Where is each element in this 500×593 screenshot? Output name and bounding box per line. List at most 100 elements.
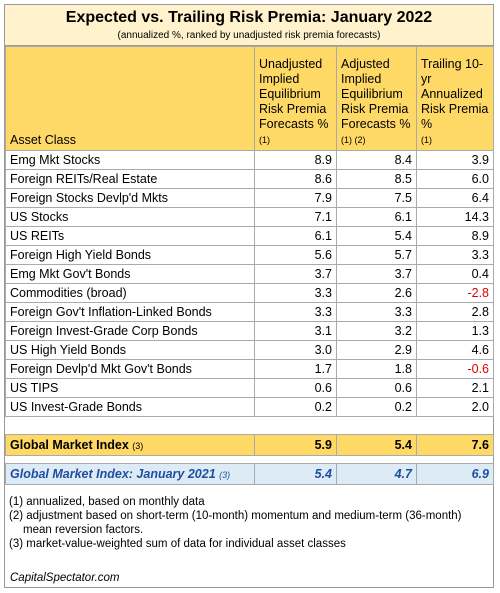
asset-name: Emg Mkt Stocks — [5, 150, 255, 170]
footnote: (3) market-value-weighted sum of data fo… — [9, 538, 346, 550]
header: Expected vs. Trailing Risk Premia: Janua… — [5, 5, 493, 46]
data-row: Foreign High Yield Bonds 5.6 5.7 3.3 — [5, 245, 494, 265]
value-cell: 6.0 — [416, 169, 494, 189]
data-row: US High Yield Bonds 3.0 2.9 4.6 — [5, 340, 494, 360]
asset-name: Emg Mkt Gov't Bonds — [5, 264, 255, 284]
value-cell: 2.8 — [416, 302, 494, 322]
value-cell: 7.1 — [254, 207, 337, 227]
value-cell: 7.5 — [336, 188, 417, 208]
spacer — [5, 416, 494, 435]
value-cell: 6.1 — [254, 226, 337, 246]
asset-name: US High Yield Bonds — [5, 340, 255, 360]
data-row: Foreign Devlp'd Mkt Gov't Bonds 1.7 1.8 -0.… — [5, 359, 494, 379]
header-text: Asset Class — [10, 133, 76, 147]
prior-row: Global Market Index: January 2021 (3) 5.4… — [5, 463, 494, 485]
value-cell: 5.4 — [336, 226, 417, 246]
header-cell: Trailing 10-yr Annualized Risk Premia % (… — [416, 46, 494, 151]
spacer-row — [5, 455, 494, 464]
asset-name: Foreign High Yield Bonds — [5, 245, 255, 265]
value-cell: 6.1 — [336, 207, 417, 227]
value-cell: 3.0 — [254, 340, 337, 360]
note: (3) — [132, 441, 144, 451]
footnotes: (1) annualized, based on monthly data (2)… — [5, 485, 493, 551]
asset-name: Commodities (broad) — [5, 283, 255, 303]
data-row: US Invest-Grade Bonds 0.2 0.2 2.0 — [5, 397, 494, 417]
title: Expected vs. Trailing Risk Premia: Janua… — [65, 9, 433, 26]
value-cell: 5.4 — [254, 463, 337, 485]
label: Global Market Index: January 2021 — [10, 467, 216, 481]
value-cell: 8.9 — [416, 226, 494, 246]
header-cell: Asset Class — [5, 46, 255, 151]
header-note: (1) (2) — [341, 135, 366, 145]
total-label: Global Market Index (3) — [5, 434, 255, 456]
asset-name: US REITs — [5, 226, 255, 246]
value-cell: 3.1 — [254, 321, 337, 341]
value-cell: 2.9 — [336, 340, 417, 360]
value-cell: 2.6 — [336, 283, 417, 303]
value-cell: 6.9 — [416, 463, 494, 485]
data-row: Commodities (broad) 3.3 2.6 -2.8 — [5, 283, 494, 303]
value-cell: 3.3 — [254, 302, 337, 322]
data-row: Foreign Gov't Inflation-Linked Bonds 3.3 3… — [5, 302, 494, 322]
data-row: US REITs 6.1 5.4 8.9 — [5, 226, 494, 246]
value-cell: 3.3 — [336, 302, 417, 322]
asset-name: Foreign REITs/Real Estate — [5, 169, 255, 189]
prior-label: Global Market Index: January 2021 (3) — [5, 463, 255, 485]
source: CapitalSpectator.com — [10, 572, 120, 584]
note: (3) — [219, 470, 231, 480]
value-cell: 1.3 — [416, 321, 494, 341]
value-cell: -0.6 — [416, 359, 494, 379]
label: Global Market Index — [10, 438, 129, 452]
header-note: (1) — [259, 135, 270, 145]
value-cell: 3.7 — [254, 264, 337, 284]
asset-name: US TIPS — [5, 378, 255, 398]
value-cell: 0.6 — [336, 378, 417, 398]
value-cell: 4.7 — [336, 463, 417, 485]
asset-name: Foreign Invest-Grade Corp Bonds — [5, 321, 255, 341]
data-row: US Stocks 7.1 6.1 14.3 — [5, 207, 494, 227]
value-cell: 0.2 — [254, 397, 337, 417]
data-row: Foreign Invest-Grade Corp Bonds 3.1 3.2 1.3 — [5, 321, 494, 341]
value-cell: 3.3 — [416, 245, 494, 265]
data-row: Emg Mkt Stocks 8.9 8.4 3.9 — [5, 150, 494, 170]
value-cell: -2.8 — [416, 283, 494, 303]
header-row: Asset Class Unadjusted Implied Equilibriu… — [5, 46, 494, 151]
asset-name: Foreign Gov't Inflation-Linked Bonds — [5, 302, 255, 322]
value-cell: 0.4 — [416, 264, 494, 284]
value-cell: 4.6 — [416, 340, 494, 360]
data-row: Foreign Stocks Devlp'd Mkts 7.9 7.5 6.4 — [5, 188, 494, 208]
value-cell: 5.6 — [254, 245, 337, 265]
value-cell: 8.4 — [336, 150, 417, 170]
header-cell: Adjusted Implied Equilibrium Risk Premia… — [336, 46, 417, 151]
header-note: (1) — [421, 135, 432, 145]
header-text: Unadjusted Implied Equilibrium Risk Prem… — [259, 57, 329, 131]
value-cell: 3.9 — [416, 150, 494, 170]
asset-name: Foreign Stocks Devlp'd Mkts — [5, 188, 255, 208]
asset-name: Foreign Devlp'd Mkt Gov't Bonds — [5, 359, 255, 379]
asset-name: US Invest-Grade Bonds — [5, 397, 255, 417]
table: Asset Class Unadjusted Implied Equilibriu… — [5, 46, 494, 485]
value-cell: 2.0 — [416, 397, 494, 417]
total-row: Global Market Index (3) 5.9 5.4 7.6 — [5, 434, 494, 456]
value-cell: 6.4 — [416, 188, 494, 208]
value-cell: 0.6 — [254, 378, 337, 398]
subtitle: (annualized %, ranked by unadjusted risk… — [117, 30, 381, 41]
data-row: US TIPS 0.6 0.6 2.1 — [5, 378, 494, 398]
value-cell: 8.6 — [254, 169, 337, 189]
value-cell: 5.4 — [336, 434, 417, 456]
footnote: (1) annualized, based on monthly data — [9, 496, 205, 508]
value-cell: 5.7 — [336, 245, 417, 265]
value-cell: 8.9 — [254, 150, 337, 170]
header-text: Trailing 10-yr Annualized Risk Premia % — [421, 57, 489, 131]
value-cell: 7.6 — [416, 434, 494, 456]
header-cell: Unadjusted Implied Equilibrium Risk Prem… — [254, 46, 337, 151]
data-row: Foreign REITs/Real Estate 8.6 8.5 6.0 — [5, 169, 494, 189]
data-row: Emg Mkt Gov't Bonds 3.7 3.7 0.4 — [5, 264, 494, 284]
value-cell: 0.2 — [336, 397, 417, 417]
value-cell: 8.5 — [336, 169, 417, 189]
value-cell: 3.2 — [336, 321, 417, 341]
value-cell: 3.7 — [336, 264, 417, 284]
value-cell: 1.7 — [254, 359, 337, 379]
spacer — [5, 455, 494, 464]
value-cell: 14.3 — [416, 207, 494, 227]
